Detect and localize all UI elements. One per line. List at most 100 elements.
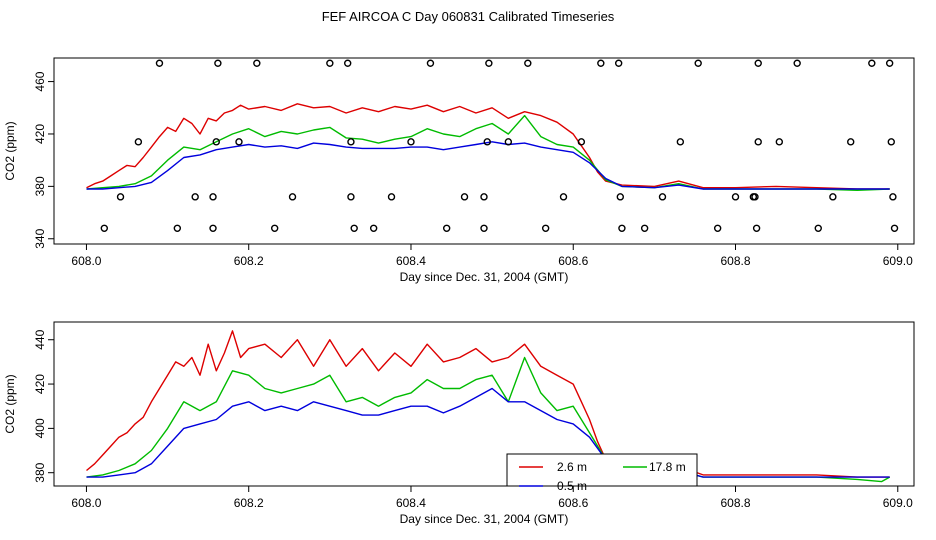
data-point-marker	[731, 193, 740, 201]
x-tick-label: 608.2	[234, 254, 264, 268]
data-point-marker	[155, 59, 164, 67]
x-tick-label: 609.0	[883, 496, 913, 510]
data-point-marker	[829, 193, 837, 201]
data-point-marker	[460, 193, 469, 201]
data-point-marker	[442, 224, 451, 232]
y-tick-label: 460	[33, 71, 47, 91]
data-point-marker	[676, 138, 685, 146]
data-point-marker	[483, 138, 491, 146]
x-axis-label: Day since Dec. 31, 2004 (GMT)	[400, 512, 569, 526]
x-tick-label: 608.0	[71, 496, 101, 510]
data-point-marker	[347, 193, 355, 201]
data-point-marker	[100, 224, 109, 232]
y-tick-label: 420	[33, 374, 47, 394]
data-point-marker	[191, 193, 199, 201]
data-point-marker	[212, 138, 220, 146]
data-point-marker	[775, 138, 784, 146]
data-point-marker	[209, 224, 217, 232]
x-tick-label: 608.4	[396, 496, 426, 510]
data-point-marker	[369, 224, 378, 232]
x-tick-label: 608.8	[720, 496, 750, 510]
y-tick-label: 440	[33, 329, 47, 349]
legend-box	[506, 453, 698, 487]
y-tick-label: 420	[33, 124, 47, 144]
data-point-marker	[350, 224, 358, 232]
data-point-marker	[847, 138, 855, 146]
x-tick-label: 608.6	[558, 254, 588, 268]
data-point-marker	[614, 59, 623, 67]
data-point-marker	[889, 193, 897, 201]
data-point-marker	[347, 138, 355, 146]
data-point-marker	[134, 138, 143, 146]
data-point-marker	[504, 138, 513, 146]
data-point-marker	[713, 224, 722, 232]
data-point-marker	[407, 138, 415, 146]
data-point-marker	[426, 59, 435, 67]
data-point-marker	[480, 224, 488, 232]
x-tick-label: 608.2	[234, 496, 264, 510]
data-point-marker	[885, 59, 894, 67]
y-tick-label: 340	[33, 228, 47, 248]
data-point-marker	[480, 193, 488, 201]
data-point-marker	[597, 59, 605, 67]
data-point-marker	[658, 193, 667, 201]
data-point-marker	[214, 59, 222, 67]
legend: 2.6 m 17.8 m 0.5 m	[506, 453, 698, 493]
plot-frame	[53, 321, 915, 487]
data-point-marker	[754, 59, 762, 67]
data-point-marker	[868, 59, 876, 67]
data-point-marker	[616, 193, 625, 201]
data-point-marker	[235, 138, 243, 146]
data-point-marker	[524, 59, 532, 67]
x-tick-label: 608.4	[396, 254, 426, 268]
x-tick-label: 609.0	[883, 254, 913, 268]
legend-label: 2.6 m	[557, 460, 587, 474]
data-point-marker	[640, 224, 649, 232]
data-point-marker	[577, 138, 586, 146]
data-point-marker	[253, 59, 261, 67]
y-axis-label: CO2 (ppm)	[3, 374, 17, 433]
x-axis-label: Day since Dec. 31, 2004 (GMT)	[400, 270, 569, 284]
x-tick-label: 608.6	[558, 496, 588, 510]
data-point-marker	[541, 224, 550, 232]
data-point-marker	[890, 224, 899, 232]
data-point-marker	[288, 193, 297, 201]
series-line	[86, 387, 890, 478]
data-point-marker	[887, 138, 895, 146]
y-axis-label: CO2 (ppm)	[3, 121, 17, 180]
legend-label: 0.5 m	[557, 479, 587, 493]
data-point-marker	[485, 59, 493, 67]
data-point-marker	[116, 193, 125, 201]
figure-title: FEF AIRCOA C Day 060831 Calibrated Times…	[321, 9, 615, 24]
top-panel: 608.0 608.2 608.4 608.6 608.8 609.0 340 380 420 4…	[3, 57, 915, 284]
data-point-marker	[209, 193, 217, 201]
data-point-marker	[751, 193, 759, 201]
data-point-marker	[343, 59, 352, 67]
plot-data	[86, 59, 899, 232]
data-point-marker	[754, 138, 762, 146]
plot-data	[86, 330, 891, 483]
series-line	[86, 141, 890, 190]
data-point-marker	[387, 193, 396, 201]
y-tick-label: 380	[33, 462, 47, 482]
data-point-marker	[173, 224, 182, 232]
data-point-marker	[793, 59, 801, 67]
series-line	[86, 356, 891, 483]
plot-frame	[53, 57, 915, 245]
data-point-marker	[752, 224, 761, 232]
series-line	[86, 103, 890, 190]
y-tick-label: 380	[33, 176, 47, 196]
series-line	[86, 330, 890, 478]
x-tick-label: 608.0	[71, 254, 101, 268]
data-point-marker	[559, 193, 568, 201]
data-point-marker	[270, 224, 279, 232]
data-point-marker	[618, 224, 626, 232]
legend-label: 17.8 m	[649, 460, 686, 474]
data-point-marker	[694, 59, 702, 67]
x-tick-label: 608.8	[720, 254, 750, 268]
data-point-marker	[814, 224, 822, 232]
y-tick-label: 400	[33, 418, 47, 438]
data-point-marker	[326, 59, 334, 67]
bottom-panel: 608.0 608.2 608.4 608.6 608.8 609.0 380 400 420 4…	[3, 321, 915, 526]
